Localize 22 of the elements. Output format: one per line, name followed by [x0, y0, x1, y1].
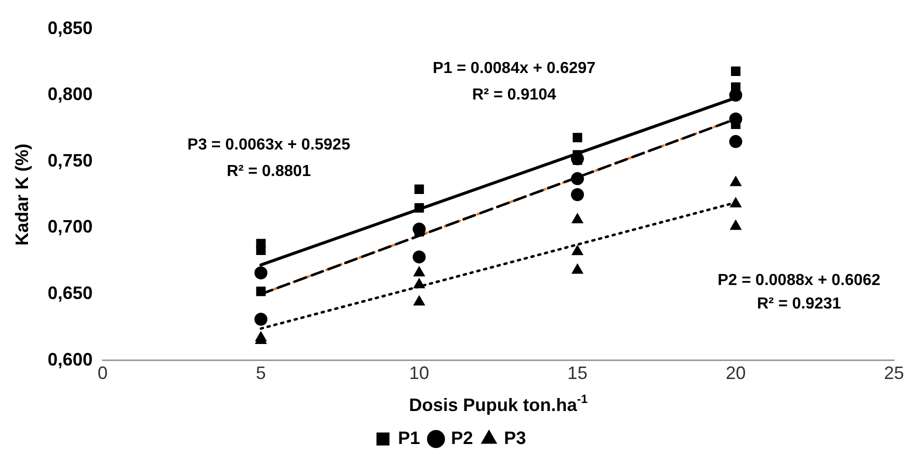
- y-tick-label: 0,750: [48, 150, 93, 170]
- x-tick-label: 20: [726, 363, 746, 384]
- annotation: R² = 0.9104: [472, 86, 556, 104]
- y-tick-label: 0,800: [48, 84, 93, 104]
- x-tick-label: 25: [884, 363, 904, 384]
- annotation: P3 = 0.0063x + 0.5925: [187, 136, 350, 154]
- legend-label: P3: [504, 428, 526, 448]
- x-tick-label: 5: [256, 363, 266, 384]
- annotation: P1 = 0.0084x + 0.6297: [432, 60, 596, 77]
- y-axis-title: Kadar K (%): [12, 144, 32, 246]
- x-tick-label: 15: [567, 363, 588, 384]
- x-tick-label: 10: [409, 363, 430, 384]
- y-tick-label: 0,700: [48, 216, 93, 237]
- y-tick-label: 0,600: [48, 349, 93, 370]
- y-tick-label: 0,650: [48, 283, 93, 304]
- y-tick-label: 0,850: [48, 18, 93, 38]
- x-tick-label: 0: [98, 363, 108, 384]
- annotation: R² = 0.8801: [226, 162, 311, 180]
- legend-label: P2: [450, 428, 474, 448]
- annotation: P2 = 0.0088x + 0.6062: [718, 272, 881, 290]
- legend-label: P1: [398, 428, 420, 448]
- annotation: R² = 0.9231: [756, 295, 842, 312]
